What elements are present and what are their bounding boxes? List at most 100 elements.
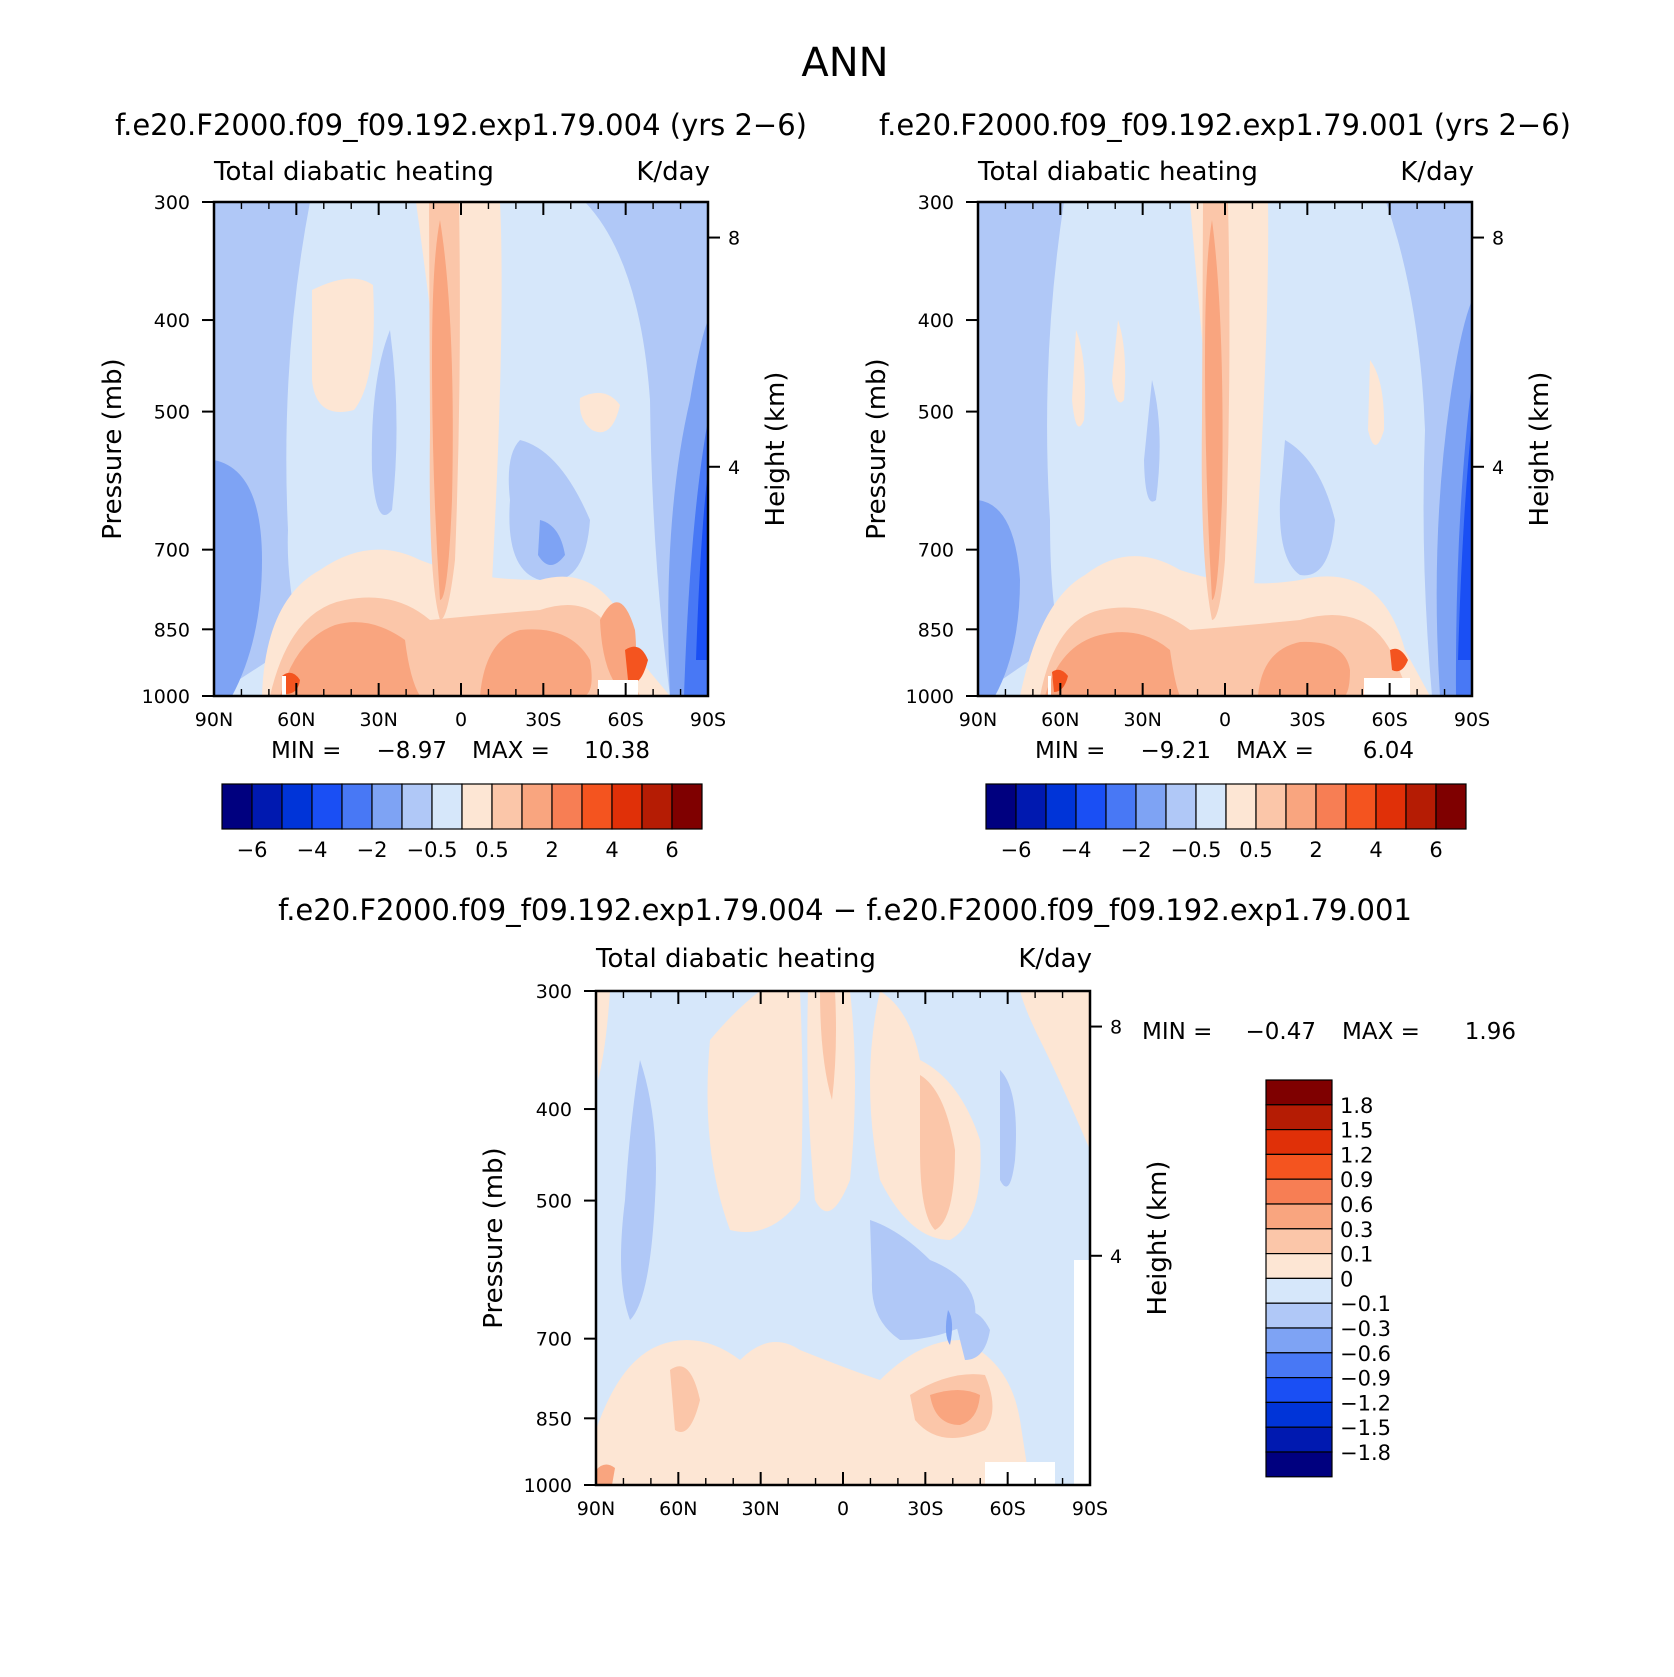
x-tick-label: 30N <box>1123 709 1161 731</box>
x-tick-label: 90S <box>690 709 726 731</box>
colorbar-label: 6 <box>665 838 678 862</box>
x-tick-label: 30N <box>741 1498 779 1520</box>
colorbar-label: −0.3 <box>1340 1317 1391 1341</box>
y-tick-label: 300 <box>536 981 572 1003</box>
contour-field <box>978 202 1472 696</box>
colorbar-swatch <box>1075 783 1107 830</box>
colorbar-swatch <box>1265 1302 1333 1329</box>
colorbar-swatch <box>311 783 343 830</box>
contour-field <box>596 991 1090 1485</box>
x-tick-label: 30S <box>525 709 561 731</box>
colorbar-swatch <box>1265 1104 1333 1131</box>
min-value: −9.21 <box>1141 738 1211 764</box>
colorbar-swatch <box>985 783 1017 830</box>
x-tick-label: 90N <box>577 1498 615 1520</box>
min-label: MIN = <box>1035 738 1105 764</box>
colorbar-label: −2 <box>357 838 388 862</box>
max-value: 10.38 <box>584 738 650 764</box>
x-tick-label: 90S <box>1072 1498 1108 1520</box>
colorbar-swatch <box>371 783 403 830</box>
panel-model-004: f.e20.F2000.f09_f09.192.exp1.79.004 (yrs… <box>98 108 807 862</box>
y-tick-label: 1000 <box>142 686 190 708</box>
colorbar-swatch <box>1285 783 1317 830</box>
colorbar-swatch <box>1255 783 1287 830</box>
colorbar-label: −6 <box>237 838 268 862</box>
colorbar-swatch <box>1265 1352 1333 1379</box>
max-label: MAX = <box>472 738 550 764</box>
colorbar-swatch <box>581 783 613 830</box>
x-tick-label: 60N <box>659 1498 697 1520</box>
colorbar-label: 2 <box>545 838 558 862</box>
max-label: MAX = <box>1236 738 1314 764</box>
panel-variable-label: Total diabatic heating <box>213 157 494 187</box>
colorbar-swatch <box>1265 1178 1333 1205</box>
colorbar-swatch <box>1265 1426 1333 1453</box>
colorbar-swatch <box>1345 783 1377 830</box>
y-tick-label: 300 <box>154 192 190 214</box>
contour-field <box>214 202 708 696</box>
x-tick-label: 30N <box>359 709 397 731</box>
min-label: MIN = <box>271 738 341 764</box>
colorbar-swatch <box>1265 1376 1333 1403</box>
y-tick-label: 850 <box>536 1408 572 1430</box>
y-tick-label: 400 <box>536 1099 572 1121</box>
y-right-tick-label: 8 <box>1492 228 1504 250</box>
max-label: MAX = <box>1342 1019 1420 1045</box>
colorbar-label: 0.3 <box>1340 1218 1373 1242</box>
colorbar-label: 0.6 <box>1340 1193 1373 1217</box>
colorbar-swatch <box>671 783 703 830</box>
x-tick-label: 90S <box>1454 709 1490 731</box>
y-tick-label: 1000 <box>906 686 954 708</box>
colorbar-swatch <box>1195 783 1227 830</box>
panel-title: f.e20.F2000.f09_f09.192.exp1.79.001 (yrs… <box>879 108 1571 142</box>
x-tick-label: 30S <box>907 1498 943 1520</box>
x-tick-label: 60S <box>990 1498 1026 1520</box>
x-tick-label: 60S <box>608 709 644 731</box>
y-right-tick-label: 4 <box>728 457 740 479</box>
colorbar-swatch <box>221 783 253 830</box>
colorbar-label: 0.5 <box>475 838 508 862</box>
min-value: −0.47 <box>1246 1019 1316 1045</box>
panel-units-label: K/day <box>1400 157 1474 187</box>
y-axis-label-right: Height (km) <box>761 372 791 527</box>
panel-variable-label: Total diabatic heating <box>595 944 876 974</box>
panel-model-001: f.e20.F2000.f09_f09.192.exp1.79.001 (yrs… <box>862 108 1571 862</box>
x-tick-label: 90N <box>959 709 997 731</box>
y-axis-label: Pressure (mb) <box>862 358 892 539</box>
colorbar-label: 6 <box>1429 838 1442 862</box>
axes: 90N 60N 30N 0 30S 60S 90S 300 400 500 700 850 1000 8 4 <box>524 981 1122 1520</box>
colorbar-label: −0.6 <box>1340 1342 1391 1366</box>
x-tick-label: 0 <box>455 709 467 731</box>
colorbar-swatch <box>461 783 493 830</box>
colorbar-swatch <box>341 783 373 830</box>
panel-units-label: K/day <box>636 157 710 187</box>
colorbar-swatch <box>641 783 673 830</box>
colorbar-label: 0 <box>1340 1267 1353 1291</box>
panel-title: f.e20.F2000.f09_f09.192.exp1.79.004 (yrs… <box>115 108 807 142</box>
colorbar-label: 1.2 <box>1340 1143 1373 1167</box>
y-tick-label: 700 <box>154 540 190 562</box>
colorbar-swatch <box>1405 783 1437 830</box>
y-axis-label: Pressure (mb) <box>479 1147 509 1328</box>
colorbar-swatch <box>401 783 433 830</box>
y-tick-label: 850 <box>154 619 190 641</box>
colorbar-swatch <box>1315 783 1347 830</box>
y-right-tick-label: 8 <box>1110 1017 1122 1039</box>
y-axis-label: Pressure (mb) <box>98 358 128 539</box>
colorbar-label: −1.5 <box>1340 1416 1391 1440</box>
figure-title: ANN <box>801 40 888 86</box>
y-right-tick-label: 8 <box>728 228 740 250</box>
colorbar-label: 0.9 <box>1340 1168 1373 1192</box>
colorbar-swatch <box>1015 783 1047 830</box>
y-tick-label: 850 <box>918 619 954 641</box>
colorbar-label: −2 <box>1121 838 1152 862</box>
colorbar-label: −1.8 <box>1340 1441 1391 1465</box>
min-value: −8.97 <box>377 738 447 764</box>
x-tick-label: 30S <box>1289 709 1325 731</box>
colorbar-label: 0.5 <box>1239 838 1272 862</box>
y-right-tick-label: 4 <box>1492 457 1504 479</box>
y-axis-label-right: Height (km) <box>1525 372 1555 527</box>
colorbar-label: 1.8 <box>1340 1094 1373 1118</box>
colorbar-swatch <box>1375 783 1407 830</box>
colorbar-swatch <box>1265 1277 1333 1304</box>
